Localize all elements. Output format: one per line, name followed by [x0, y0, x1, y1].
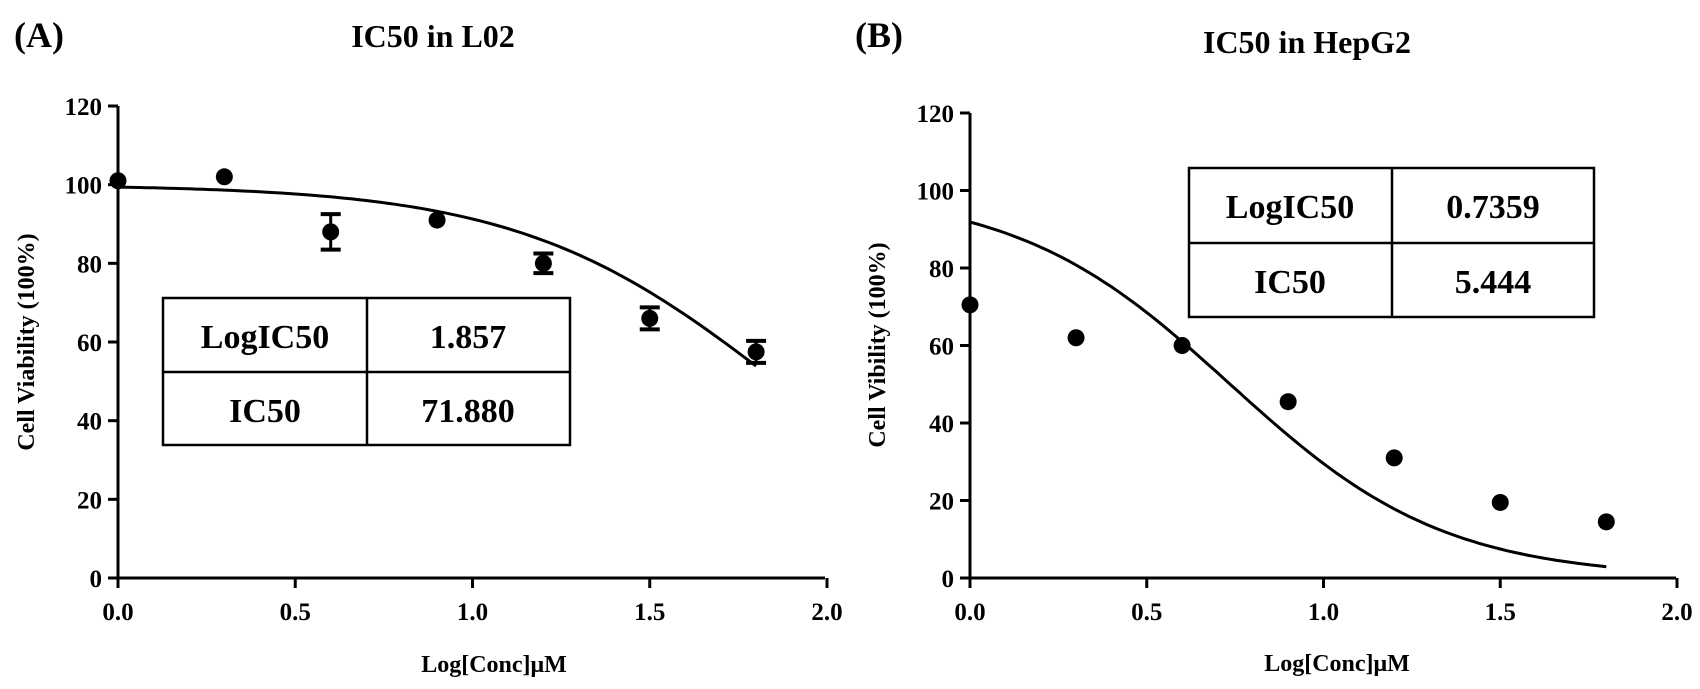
panel-b-label: (B)	[855, 15, 903, 55]
x-tick-label: 1.5	[634, 599, 665, 626]
y-tick-label: 60	[77, 330, 102, 357]
x-tick-label: 2.0	[811, 599, 842, 626]
data-point	[428, 211, 446, 229]
x-tick-label: 0.5	[1131, 599, 1162, 626]
y-tick-label: 40	[929, 411, 954, 438]
y-tick-label: 80	[929, 256, 954, 283]
panel-a-y-axis-label: Cell Viability (100%)	[14, 233, 40, 450]
panel-b: (B) IC50 in HepG2 0 20 40 60 80 100 120 0.0 0.5…	[855, 15, 1693, 677]
panel-a-table-logic50-value: 1.857	[430, 319, 507, 356]
data-point	[747, 343, 765, 361]
panel-b-y-axis-label: Cell Vibility (100%)	[865, 242, 891, 447]
y-tick-label: 60	[929, 334, 954, 361]
panel-a-title: IC50 in L02	[351, 18, 515, 54]
panel-b-ic50-table: LogIC50 0.7359 IC50 5.444	[1187, 166, 1596, 319]
x-tick-label: 0.0	[102, 599, 133, 626]
x-tick-label: 0.0	[954, 599, 985, 626]
panel-b-fit-curve	[969, 220, 1607, 569]
panel-b-x-axis-label: Log[Conc]μM	[1264, 651, 1410, 677]
y-tick-label: 80	[77, 251, 102, 278]
y-tick-label: 0	[90, 566, 103, 593]
data-point	[1597, 513, 1615, 531]
data-point	[1385, 449, 1403, 467]
y-tick-label: 100	[65, 173, 103, 200]
data-point	[215, 168, 233, 186]
panel-a-label: (A)	[14, 15, 64, 55]
data-point	[534, 254, 552, 272]
data-point	[1279, 393, 1297, 411]
data-point	[109, 172, 127, 190]
y-tick-label: 40	[77, 409, 102, 436]
panel-a-table-ic50-label: IC50	[229, 393, 301, 430]
panel-b-y-ticks: 0 20 40 60 80 100 120	[917, 101, 970, 593]
data-point	[322, 223, 340, 241]
panel-a-data-points	[109, 168, 767, 365]
panel-a-table-logic50-label: LogIC50	[201, 319, 329, 356]
y-tick-label: 100	[917, 179, 955, 206]
panel-b-table-ic50-value: 5.444	[1455, 264, 1532, 301]
x-tick-label: 2.0	[1661, 599, 1692, 626]
data-point	[1067, 329, 1085, 347]
panel-a-y-ticks: 0 20 40 60 80 100 120	[65, 94, 118, 593]
y-tick-label: 120	[917, 101, 955, 128]
y-tick-label: 20	[929, 489, 954, 516]
panel-b-table-logic50-label: LogIC50	[1226, 189, 1354, 226]
data-point	[961, 296, 979, 314]
panel-a-x-axis-label: Log[Conc]μM	[421, 652, 567, 678]
panel-a-table-ic50-value: 71.880	[421, 393, 515, 430]
panel-a-fit-curve	[117, 185, 757, 368]
y-tick-label: 0	[942, 566, 955, 593]
panel-b-table-logic50-value: 0.7359	[1446, 189, 1540, 226]
x-tick-label: 1.5	[1485, 599, 1516, 626]
panel-a-ic50-table: LogIC50 1.857 IC50 71.880	[161, 296, 572, 447]
panel-b-table-ic50-label: IC50	[1254, 264, 1326, 301]
panel-a-x-ticks: 0.0 0.5 1.0 1.5 2.0	[102, 578, 843, 626]
panel-b-title: IC50 in HepG2	[1203, 24, 1411, 60]
x-tick-label: 0.5	[280, 599, 311, 626]
x-tick-label: 1.0	[457, 599, 488, 626]
panel-a: (A) IC50 in L02 0 20 40 60 80 100 120 0.0 0.5 1.…	[14, 15, 843, 678]
data-point	[641, 309, 659, 327]
x-tick-label: 1.0	[1308, 599, 1339, 626]
y-tick-label: 20	[77, 487, 102, 514]
y-tick-label: 120	[65, 94, 103, 121]
data-point	[1491, 493, 1509, 511]
panel-b-x-ticks: 0.0 0.5 1.0 1.5 2.0	[954, 578, 1693, 626]
data-point	[1173, 337, 1191, 354]
panel-b-data-points	[961, 296, 1615, 531]
